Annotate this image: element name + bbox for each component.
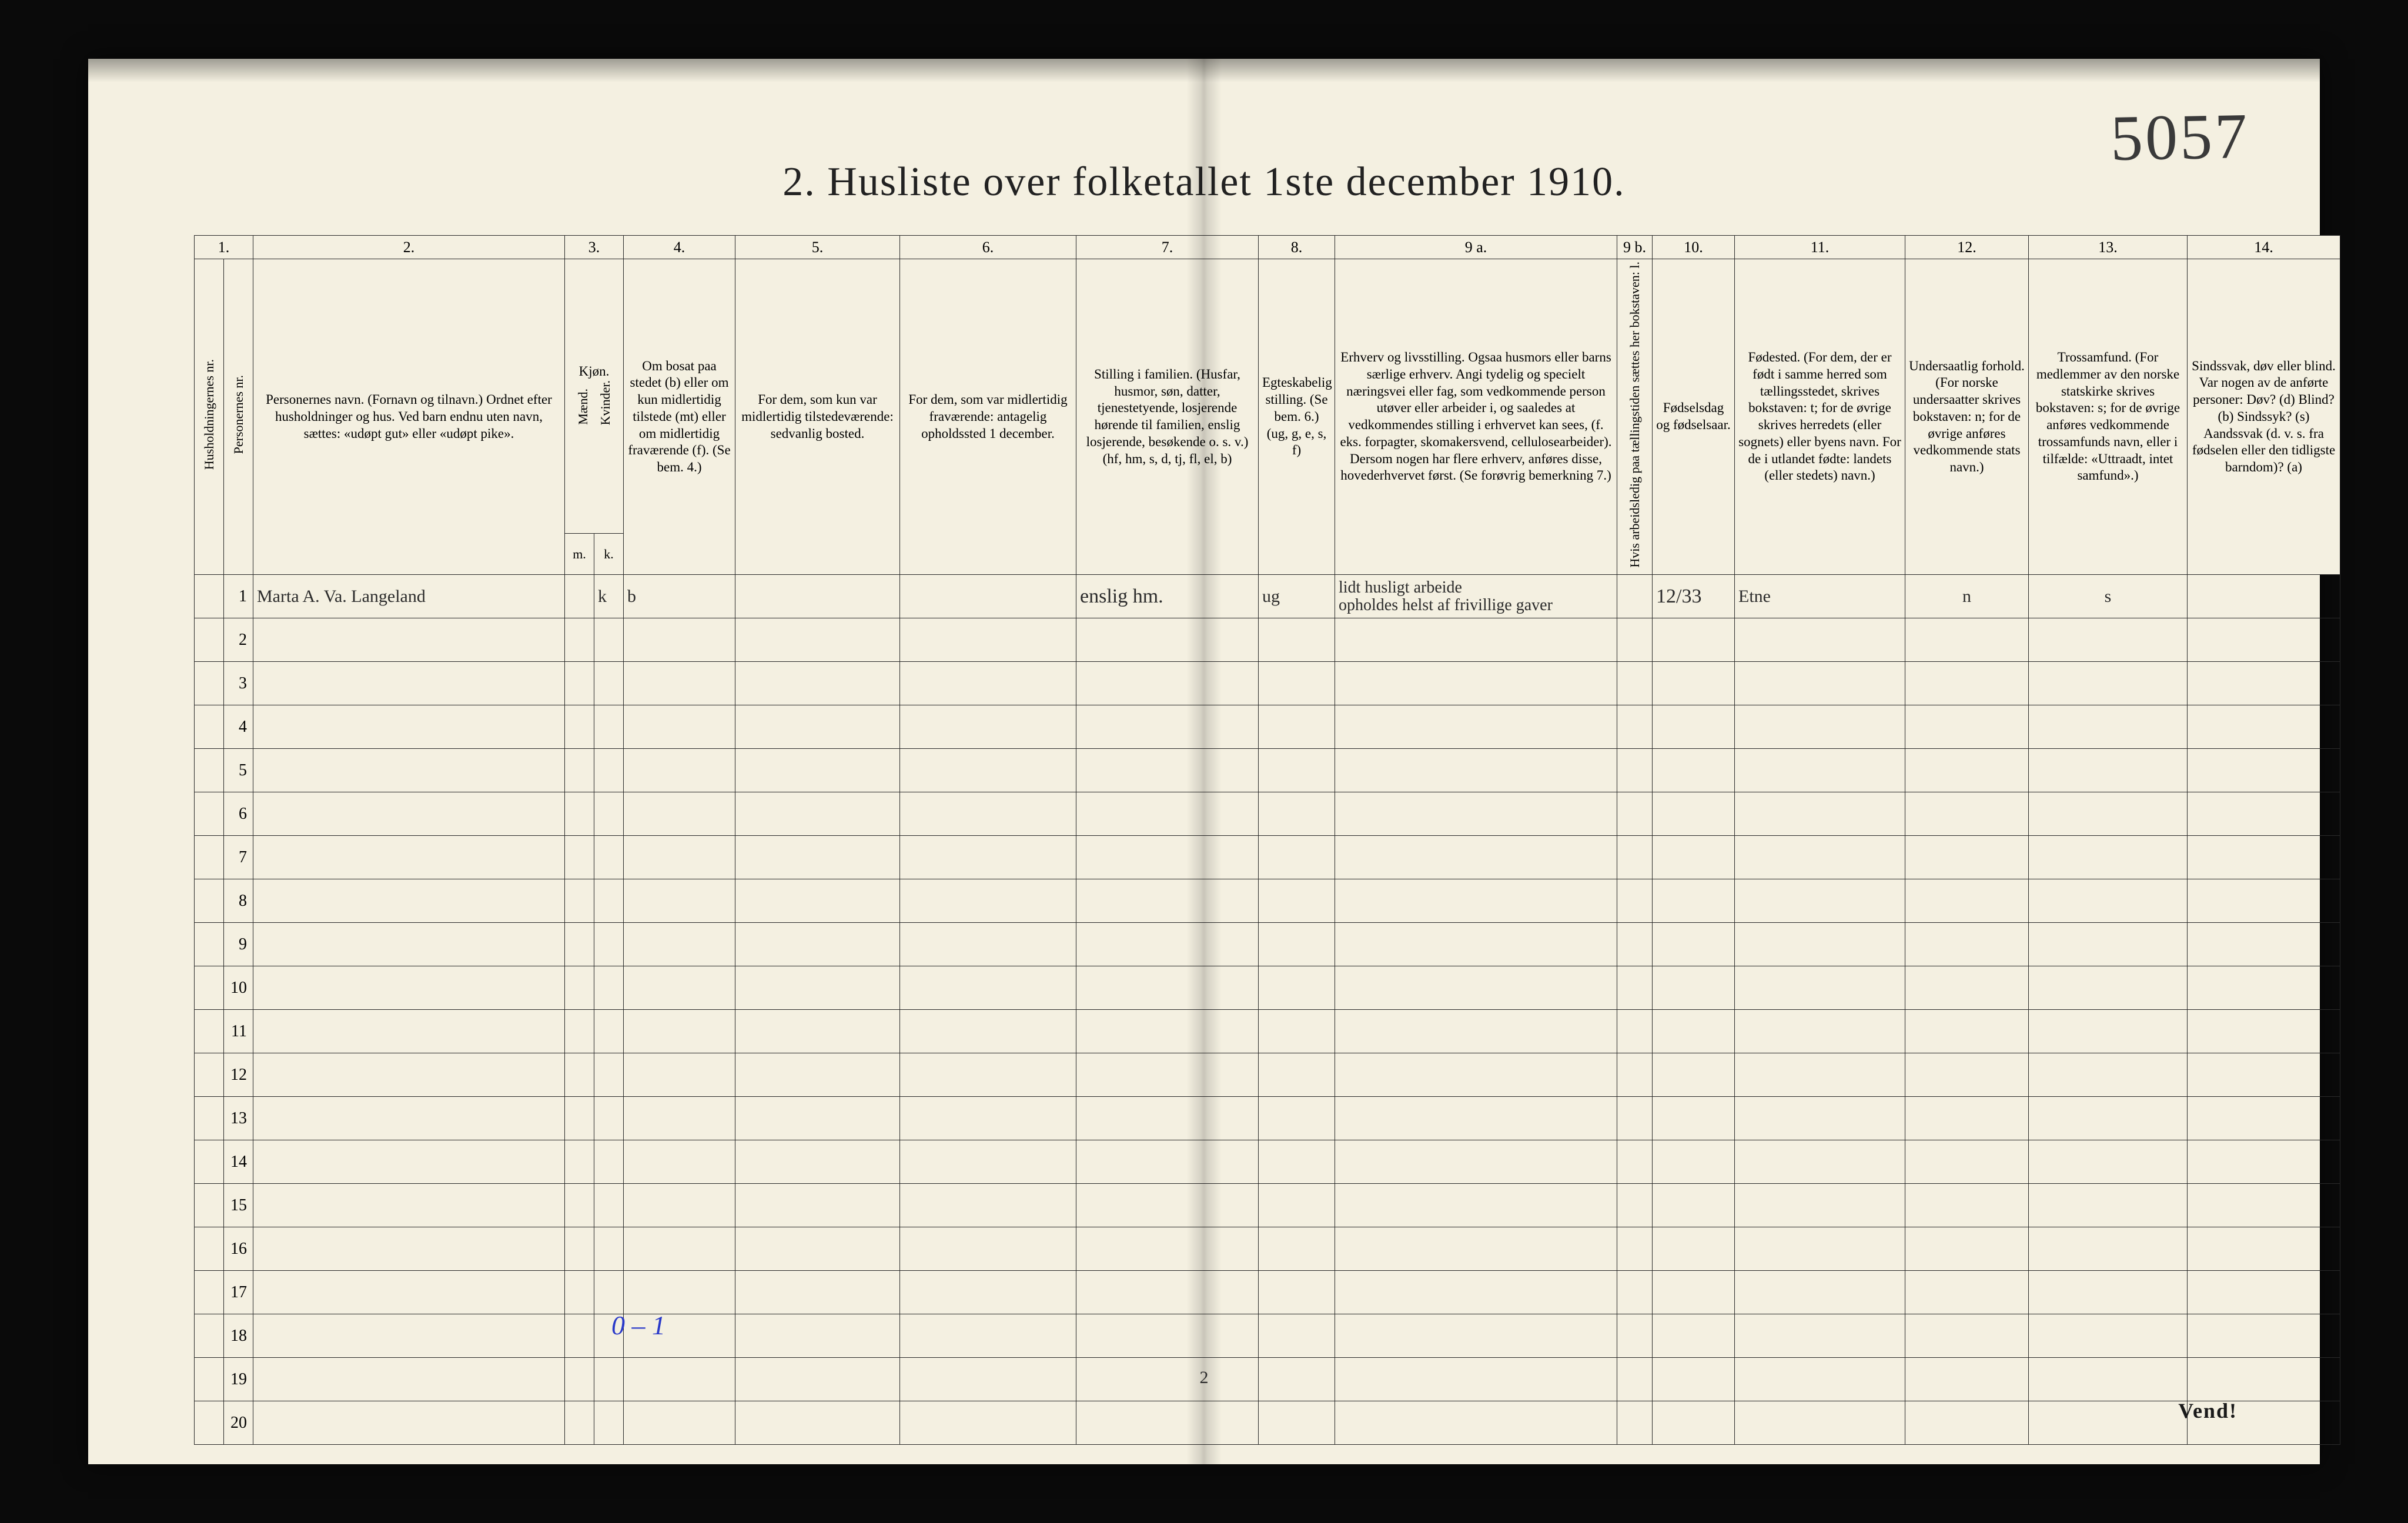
table-row: 5 (195, 749, 2340, 792)
table-row: 6 (195, 792, 2340, 836)
census-table: 1. 2. 3. 4. 5. 6. 7. 8. 9 a. 9 b. 10. 11… (194, 235, 2340, 1445)
table-row: 17 (195, 1271, 2340, 1314)
hdr-sub-m: m. (565, 534, 594, 575)
cell-bosat: b (624, 575, 735, 618)
cell-fodested: Etne (1735, 575, 1905, 618)
hdr-c9a: Erhverv og livsstilling. Ogsaa husmors e… (1335, 259, 1617, 575)
hdr-num-3: 3. (565, 236, 624, 259)
table-header: 1. 2. 3. 4. 5. 6. 7. 8. 9 a. 9 b. 10. 11… (195, 236, 2340, 575)
hdr-num-14: 14. (2188, 236, 2340, 259)
hdr-c12: Undersaatlig forhold. (For norske unders… (1905, 259, 2029, 575)
table-row: 4 (195, 705, 2340, 749)
table-row: 20 (195, 1401, 2340, 1445)
hdr-num-13: 13. (2029, 236, 2188, 259)
cell-erhverv: lidt husligt arbeide opholdes helst af f… (1335, 575, 1617, 618)
hdr-c5: For dem, som kun var midlertidig tilsted… (735, 259, 900, 575)
table-row: 15 (195, 1184, 2340, 1227)
hdr-num-4: 4. (624, 236, 735, 259)
table-row: 8 (195, 879, 2340, 923)
table-row: 2 (195, 618, 2340, 662)
footer-page-number: 2 (1200, 1368, 1209, 1388)
cell-stilling: enslig hm. (1076, 575, 1259, 618)
page-title: 2. Husliste over folketallet 1ste decemb… (88, 159, 2320, 206)
table-row: 3 (195, 662, 2340, 705)
table-row: 13 (195, 1097, 2340, 1140)
table-row: 7 (195, 836, 2340, 879)
census-page: 5057 2. Husliste over folketallet 1ste d… (88, 59, 2320, 1464)
hdr-num-11: 11. (1735, 236, 1905, 259)
hdr-num-12: 12. (1905, 236, 2029, 259)
hdr-c6: For dem, som var midlertidig fraværende:… (900, 259, 1076, 575)
hdr-c4: Om bosat paa stedet (b) eller om kun mid… (624, 259, 735, 575)
table-row: 18 (195, 1314, 2340, 1358)
table-row: 14 (195, 1140, 2340, 1184)
hdr-num-8: 8. (1259, 236, 1335, 259)
hdr-num-9a: 9 a. (1335, 236, 1617, 259)
table-row: 1 Marta A. Va. Langeland k b enslig hm. … (195, 575, 2340, 618)
hdr-c1a: Husholdningernes nr. (195, 259, 224, 575)
table-row: 10 (195, 966, 2340, 1010)
cell-kjon-k: k (594, 575, 624, 618)
cell-fodselsdato: 12/33 (1653, 575, 1735, 618)
cell-egteskab: ug (1259, 575, 1335, 618)
table-row: 12 (195, 1053, 2340, 1097)
cell-undersaat: n (1905, 575, 2029, 618)
hdr-c9b: Hvis arbeidsledig paa tællingstiden sætt… (1617, 259, 1653, 575)
table-body: 1 Marta A. Va. Langeland k b enslig hm. … (195, 575, 2340, 1445)
table-row: 16 (195, 1227, 2340, 1271)
top-shadow (88, 59, 2320, 82)
header-label-row: Husholdningernes nr. Personernes nr. Per… (195, 259, 2340, 534)
hdr-num-6: 6. (900, 236, 1076, 259)
row-number: 1 (224, 575, 253, 618)
vend-label: Vend! (2178, 1398, 2238, 1423)
hdr-c10: Fødselsdag og fødselsaar. (1653, 259, 1735, 575)
table-row: 9 (195, 923, 2340, 966)
hdr-c2: Personernes navn. (Fornavn og tilnavn.) … (253, 259, 565, 575)
hdr-c8: Egteskabelig stilling. (Se bem. 6.) (ug,… (1259, 259, 1335, 575)
hdr-c11: Fødested. (For dem, der er født i samme … (1735, 259, 1905, 575)
hdr-c7: Stilling i familien. (Husfar, husmor, sø… (1076, 259, 1259, 575)
hdr-num-5: 5. (735, 236, 900, 259)
cell-trossamfund: s (2029, 575, 2188, 618)
hdr-c3: Kjøn. Mænd. Kvinder. (565, 259, 624, 534)
hdr-sub-k: k. (594, 534, 624, 575)
table-row: 19 (195, 1358, 2340, 1401)
blue-annotation: 0 – 1 (611, 1310, 665, 1341)
hdr-num-7: 7. (1076, 236, 1259, 259)
cell-name: Marta A. Va. Langeland (253, 575, 565, 618)
hdr-c14: Sindssvak, døv eller blind. Var nogen av… (2188, 259, 2340, 575)
header-number-row: 1. 2. 3. 4. 5. 6. 7. 8. 9 a. 9 b. 10. 11… (195, 236, 2340, 259)
table-row: 11 (195, 1010, 2340, 1053)
hdr-num-9b: 9 b. (1617, 236, 1653, 259)
hdr-num-2: 2. (253, 236, 565, 259)
hdr-num-10: 10. (1653, 236, 1735, 259)
hdr-c1b: Personernes nr. (224, 259, 253, 575)
hdr-num-1: 1. (195, 236, 253, 259)
hdr-c13: Trossamfund. (For medlemmer av den norsk… (2029, 259, 2188, 575)
